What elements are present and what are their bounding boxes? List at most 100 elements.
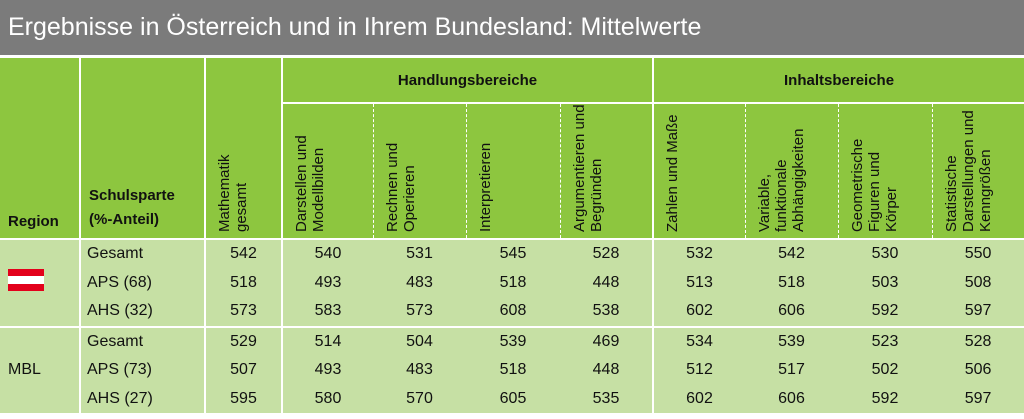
value-cell: 504 bbox=[373, 325, 466, 356]
value-cell: 469 bbox=[560, 325, 654, 356]
value-cell: 542 bbox=[204, 238, 282, 269]
value-cell: 517 bbox=[745, 356, 839, 385]
value-cell: 523 bbox=[838, 325, 933, 356]
region-cell: MBL bbox=[0, 325, 80, 413]
header-text: Darstellen und Modellbilden bbox=[293, 135, 327, 232]
value-cell: 606 bbox=[745, 297, 839, 327]
value-cell: 483 bbox=[373, 268, 466, 297]
value-cell: 513 bbox=[652, 268, 746, 297]
header-cell: Schulsparte (%-Anteil) bbox=[79, 58, 205, 239]
value-cell: 539 bbox=[466, 325, 560, 356]
header-cell: Statistische Darstellungen und Kenngröße… bbox=[931, 103, 1024, 239]
header-text: Rechnen und Operieren bbox=[383, 142, 418, 232]
value-cell: 448 bbox=[560, 356, 654, 385]
value-cell: 606 bbox=[745, 384, 839, 413]
value-cell: 502 bbox=[838, 356, 933, 385]
value-cell: 550 bbox=[932, 238, 1024, 269]
region-text: MBL bbox=[8, 361, 41, 379]
row-label: APS (68) bbox=[79, 268, 205, 297]
group-header: Inhaltsbereiche bbox=[652, 58, 1024, 104]
header-cell: Darstellen und Modellbilden bbox=[281, 103, 373, 239]
value-cell: 608 bbox=[466, 297, 560, 327]
header-cell: Region bbox=[0, 58, 80, 239]
header-text: Mathematik gesamt bbox=[216, 154, 250, 232]
data-row: AHS (27) 595 580 570 605 535 602 606 592 597 bbox=[0, 384, 1024, 413]
value-cell: 529 bbox=[204, 325, 282, 356]
value-cell: 483 bbox=[373, 356, 466, 385]
header-text: Variable, funktionale Abhängigkeiten bbox=[755, 128, 807, 232]
value-cell: 580 bbox=[281, 384, 373, 413]
header-text: Region bbox=[8, 213, 59, 230]
header-cell: Argumentieren und Begründen bbox=[559, 103, 654, 239]
value-cell: 602 bbox=[652, 297, 746, 327]
value-cell: 518 bbox=[745, 268, 839, 297]
header-cell: Interpretieren bbox=[465, 103, 560, 239]
data-row: APS (68) 518 493 483 518 448 513 518 503 508 bbox=[0, 268, 1024, 297]
value-cell: 535 bbox=[560, 384, 654, 413]
value-cell: 542 bbox=[745, 238, 839, 269]
header-cell: Geometrische Figuren und Körper bbox=[837, 103, 933, 239]
value-cell: 518 bbox=[466, 268, 560, 297]
header-text: (%-Anteil) bbox=[89, 211, 159, 228]
austria-flag bbox=[8, 269, 44, 292]
value-cell: 512 bbox=[652, 356, 746, 385]
header-row: Region Schulsparte (%-Anteil) Mathematik ge… bbox=[0, 58, 1024, 239]
value-cell: 531 bbox=[373, 238, 466, 269]
value-cell: 493 bbox=[281, 356, 373, 385]
value-cell: 539 bbox=[745, 325, 839, 356]
value-cell: 532 bbox=[652, 238, 746, 269]
header-cell: Rechnen und Operieren bbox=[372, 103, 466, 239]
data-row: MBL Gesamt 529 514 504 539 469 534 539 523 528 bbox=[0, 325, 1024, 413]
data-row: AHS (32) 573 583 573 608 538 602 606 592 597 bbox=[0, 297, 1024, 327]
group-header: Handlungsbereiche bbox=[280, 58, 654, 104]
row-label: Gesamt bbox=[79, 238, 205, 269]
header-text: Zahlen und Maße bbox=[664, 114, 682, 232]
value-cell: 518 bbox=[466, 356, 560, 385]
value-cell: 570 bbox=[373, 384, 466, 413]
value-cell: 503 bbox=[838, 268, 933, 297]
row-label: Gesamt bbox=[79, 325, 205, 356]
value-cell: 448 bbox=[560, 268, 654, 297]
value-cell: 602 bbox=[652, 384, 746, 413]
value-cell: 506 bbox=[932, 356, 1024, 385]
region-cell bbox=[0, 238, 80, 327]
value-cell: 528 bbox=[932, 325, 1024, 356]
header-text: Geometrische Figuren und Körper bbox=[848, 138, 900, 232]
row-label: APS (73) bbox=[79, 356, 205, 385]
value-cell: 592 bbox=[838, 297, 933, 327]
header-text: Schulsparte bbox=[89, 187, 175, 204]
value-cell: 595 bbox=[204, 384, 282, 413]
title: Ergebnisse in Österreich und in Ihrem Bu… bbox=[0, 0, 1024, 55]
value-cell: 540 bbox=[281, 238, 373, 269]
row-label: AHS (27) bbox=[79, 384, 205, 413]
value-cell: 545 bbox=[466, 238, 560, 269]
data-row: APS (73) 507 493 483 518 448 512 517 502 506 bbox=[0, 356, 1024, 385]
value-cell: 507 bbox=[204, 356, 282, 385]
value-cell: 518 bbox=[204, 268, 282, 297]
value-cell: 592 bbox=[838, 384, 933, 413]
header-cell: Zahlen und Maße bbox=[652, 103, 746, 239]
data-row: Gesamt 542 540 531 545 528 532 542 530 550 bbox=[0, 238, 1024, 327]
value-cell: 583 bbox=[281, 297, 373, 327]
value-cell: 528 bbox=[560, 238, 654, 269]
header-text: Interpretieren bbox=[476, 142, 494, 232]
value-cell: 605 bbox=[466, 384, 560, 413]
header-row: Darstellen und Modellbilden Rechnen und O… bbox=[0, 103, 1024, 239]
row-label: AHS (32) bbox=[79, 297, 205, 327]
value-cell: 597 bbox=[932, 384, 1024, 413]
value-cell: 493 bbox=[281, 268, 373, 297]
header-cell: Variable, funktionale Abhängigkeiten bbox=[744, 103, 839, 239]
value-cell: 508 bbox=[932, 268, 1024, 297]
value-cell: 573 bbox=[204, 297, 282, 327]
value-cell: 534 bbox=[652, 325, 746, 356]
header-text: Argumentieren und Begründen bbox=[570, 104, 605, 232]
results-table: Region Schulsparte (%-Anteil) Mathematik ge… bbox=[0, 58, 1024, 413]
header-cell: Mathematik gesamt bbox=[204, 58, 282, 239]
value-cell: 573 bbox=[373, 297, 466, 327]
value-cell: 538 bbox=[560, 297, 654, 327]
value-cell: 530 bbox=[838, 238, 933, 269]
header-text: Statistische Darstellungen und Kenngröße… bbox=[942, 110, 994, 232]
value-cell: 514 bbox=[281, 325, 373, 356]
value-cell: 597 bbox=[932, 297, 1024, 327]
